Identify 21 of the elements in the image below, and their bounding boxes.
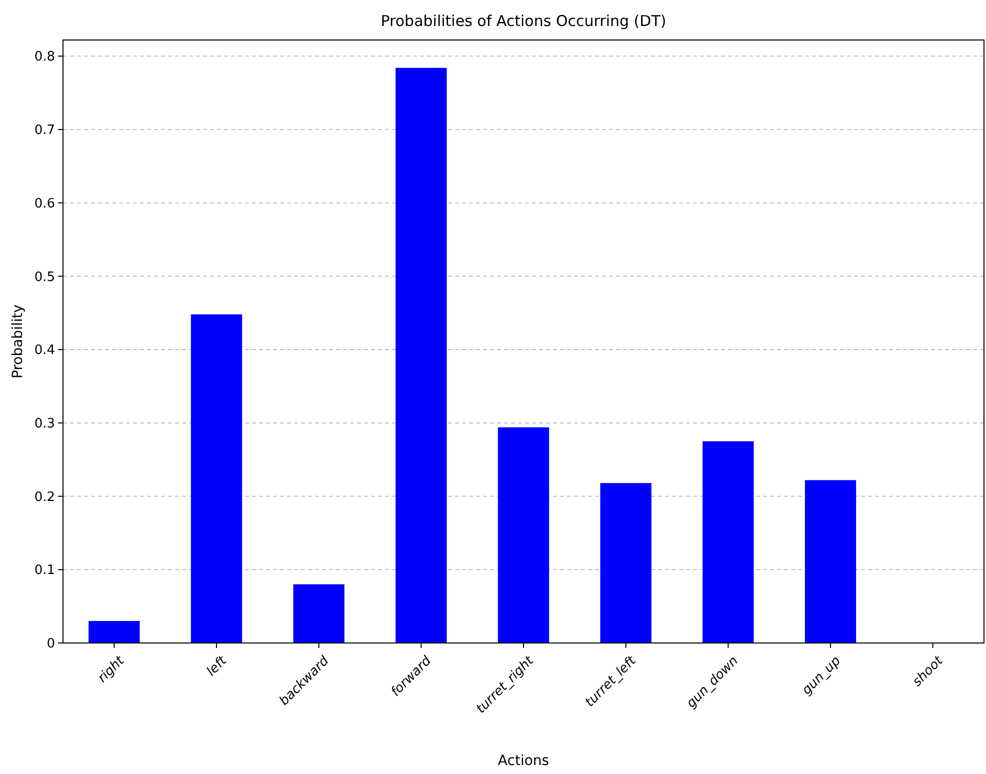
y-tick-label: 0.5	[34, 270, 55, 285]
y-tick-label: 0.6	[34, 196, 55, 212]
y-tick-label: 0.3	[34, 416, 55, 432]
bar	[293, 584, 344, 643]
y-tick-label: 0.8	[34, 50, 55, 65]
y-tick-label: 0.2	[34, 490, 55, 505]
bar	[702, 441, 754, 643]
y-tick-label: 0.7	[34, 123, 55, 138]
x-tick-label: left	[204, 653, 230, 680]
y-tick-label: 0	[46, 636, 55, 652]
bar	[190, 314, 242, 643]
bar	[88, 620, 140, 643]
y-tick-label: 0.4	[34, 343, 55, 358]
y-axis-title: Probability	[10, 304, 26, 379]
x-axis-title: Actions	[498, 753, 550, 769]
bar	[498, 427, 550, 643]
y-tick-label: 0.1	[34, 563, 55, 578]
chart-title: Probabilities of Actions Occurring (DT)	[380, 12, 666, 30]
bar	[396, 68, 447, 643]
bar	[804, 480, 856, 643]
bar	[600, 483, 652, 643]
